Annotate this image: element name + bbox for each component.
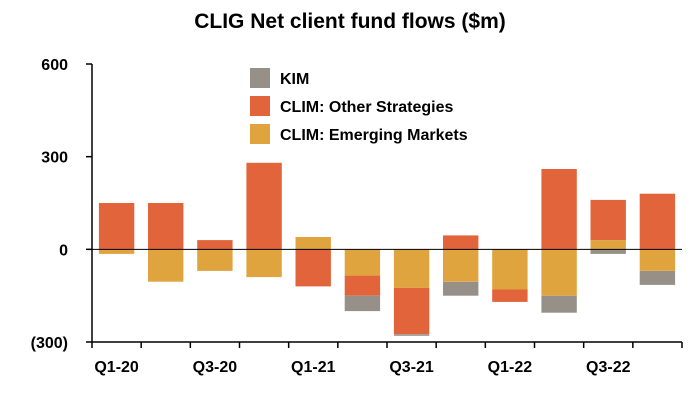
legend-swatch-clim-other-strategies	[250, 96, 270, 116]
x-tick-label: Q3-22	[586, 359, 631, 376]
bar-clim-other-strategies-q4-20	[246, 162, 282, 250]
chart-title: CLIG Net client fund flows ($m)	[194, 10, 506, 33]
x-tick-label: Q3-20	[193, 359, 238, 376]
bar-clim-emerging-markets-q4-20	[246, 249, 282, 278]
x-tick-label: Q1-20	[94, 359, 139, 376]
bar-clim-other-strategies-q2-21	[344, 275, 381, 296]
bar-clim-emerging-markets-q3-20	[197, 249, 233, 271]
legend-label-clim-emerging-markets: CLIM: Emerging Markets	[280, 127, 468, 144]
bar-kim-q2-22	[541, 295, 577, 313]
x-tick-label: Q1-21	[291, 359, 336, 376]
bar-clim-other-strategies-q1-22	[492, 289, 528, 302]
legend-swatch-kim	[250, 68, 270, 88]
y-tick-label: 0	[59, 242, 68, 259]
y-tick-label: 600	[41, 57, 68, 74]
axes-layer: 600 300 0 (300) Q1-20 Q3-20 Q1-21 Q3-21 Q1-22 Q3-…	[31, 57, 683, 376]
bar-clim-other-strategies-q3-21	[393, 287, 430, 335]
y-tick-label: (300)	[31, 335, 68, 352]
bar-clim-emerging-markets-q2-22	[541, 249, 577, 296]
bar-clim-other-strategies-q4-21	[443, 235, 479, 250]
bar-kim-q3-21	[393, 334, 430, 336]
bar-clim-other-strategies-q4-22	[639, 193, 676, 250]
bar-clim-emerging-markets-q4-22	[639, 249, 676, 271]
bars-layer	[98, 162, 676, 336]
x-tick-label: Q3-21	[389, 359, 434, 376]
bar-clim-emerging-markets-q1-20	[98, 249, 135, 254]
bar-kim-q2-21	[344, 295, 381, 312]
bar-clim-other-strategies-q2-20	[148, 203, 184, 250]
bar-clim-other-strategies-q1-20	[98, 203, 135, 250]
bar-clim-emerging-markets-q3-21	[393, 249, 430, 288]
bar-clim-other-strategies-q1-21	[295, 249, 331, 287]
bar-clim-emerging-markets-q1-22	[492, 249, 528, 290]
bar-kim-q3-22	[590, 249, 626, 254]
bar-kim-q4-21	[443, 281, 479, 296]
bar-clim-emerging-markets-q2-20	[148, 249, 184, 282]
bar-clim-other-strategies-q3-20	[197, 240, 233, 250]
bar-clim-emerging-markets-q1-21	[295, 237, 331, 250]
legend-label-clim-other-strategies: CLIM: Other Strategies	[280, 99, 453, 116]
bar-clim-other-strategies-q2-22	[541, 169, 577, 250]
x-tick-label: Q1-22	[488, 359, 533, 376]
bar-kim-q4-22	[639, 271, 676, 285]
bar-clim-other-strategies-q3-22	[590, 199, 626, 241]
legend-layer: KIM CLIM: Other Strategies CLIM: Emerging …	[250, 68, 468, 144]
y-tick-label: 300	[41, 150, 68, 167]
bar-clim-emerging-markets-q3-22	[590, 240, 626, 250]
bar-clim-emerging-markets-q2-21	[344, 249, 381, 276]
legend-swatch-clim-emerging-markets	[250, 124, 270, 144]
legend-label-kim: KIM	[280, 71, 309, 88]
bar-clim-emerging-markets-q4-21	[443, 249, 479, 282]
